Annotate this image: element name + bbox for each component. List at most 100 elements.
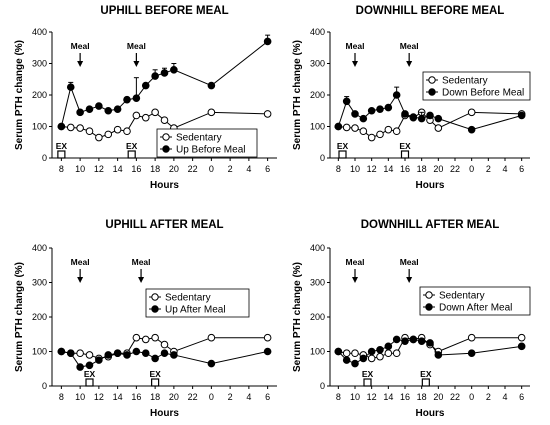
data-point: [113, 349, 122, 358]
data-point: [367, 133, 376, 142]
data-point: [76, 124, 84, 132]
data-point: [392, 91, 401, 99]
data-point: [384, 349, 393, 358]
series-exercise: [334, 335, 526, 368]
data-point: [66, 83, 75, 91]
meal-label: Meal: [127, 41, 146, 51]
ex-label: EX: [337, 141, 349, 151]
x-tick-label: 14: [113, 392, 123, 402]
x-tick-label: 14: [383, 164, 393, 174]
x-axis-label: Hours: [416, 180, 445, 191]
legend-box: [422, 71, 531, 101]
ex-marker: [151, 378, 160, 387]
meal-label: Meal: [346, 257, 365, 267]
legend-entry: Up After Meal: [165, 305, 226, 316]
data-point: [263, 347, 272, 356]
data-point: [434, 124, 443, 132]
meal-label: Meal: [400, 257, 419, 267]
data-point: [263, 37, 272, 46]
data-point: [104, 351, 113, 359]
data-point: [342, 123, 351, 132]
data-point: [392, 335, 401, 344]
data-point: [263, 333, 272, 342]
x-tick-label: 14: [113, 164, 123, 174]
chart-title: UPHILL BEFORE MEAL: [100, 5, 228, 17]
meal-arrow-head-icon: [77, 61, 84, 67]
y-tick-label: 0: [320, 153, 325, 163]
data-point: [151, 108, 159, 117]
legend-entry: Sedentary: [439, 291, 485, 302]
series-exercise: [57, 347, 272, 371]
data-point: [376, 345, 384, 354]
meal-arrow-head-icon: [406, 61, 413, 67]
data-point: [434, 351, 443, 359]
data-point: [85, 105, 94, 113]
data-point: [359, 354, 368, 363]
legend-box: [156, 128, 258, 158]
series-line: [60, 41, 268, 127]
series-exercise: [334, 86, 526, 134]
x-tick-label: 4: [502, 164, 507, 174]
chart-title: UPHILL AFTER MEAL: [105, 219, 223, 231]
data-point: [160, 340, 169, 349]
data-point: [517, 342, 526, 351]
data-point: [467, 333, 476, 342]
data-point: [141, 335, 150, 344]
data-point: [151, 354, 159, 363]
data-point: [132, 347, 141, 356]
ex-label: EX: [399, 141, 411, 151]
legend-marker: [425, 291, 433, 299]
ex-marker: [400, 150, 410, 159]
legend-entry: Sedentary: [176, 133, 222, 144]
ex-marker: [338, 150, 347, 159]
legend-box: [419, 286, 531, 316]
data-point: [123, 127, 131, 136]
data-point: [207, 359, 216, 368]
x-tick-label: 8: [59, 392, 64, 402]
data-point: [95, 356, 103, 364]
data-point: [376, 130, 384, 139]
data-point: [334, 122, 343, 131]
y-tick-label: 0: [42, 153, 47, 163]
ex-label: EX: [84, 369, 96, 379]
data-point: [342, 349, 351, 358]
x-tick-label: 8: [59, 164, 64, 174]
data-point: [409, 113, 418, 121]
ex-marker: [363, 378, 372, 387]
meal-label: Meal: [71, 41, 90, 51]
ex-marker: [127, 150, 136, 159]
x-tick-label: 8: [336, 392, 341, 402]
x-tick-label: 2: [228, 392, 233, 402]
data-point: [207, 81, 216, 90]
data-point: [359, 114, 368, 123]
x-tick-label: 16: [131, 164, 141, 174]
x-tick-label: 18: [150, 392, 160, 402]
x-tick-label: 12: [367, 164, 377, 174]
data-point: [141, 113, 150, 122]
data-point: [467, 108, 476, 117]
data-point: [104, 106, 113, 115]
data-point: [351, 110, 359, 118]
x-tick-label: 12: [94, 392, 104, 402]
data-point: [401, 337, 409, 345]
x-tick-label: 18: [150, 164, 160, 174]
data-point: [384, 103, 393, 112]
y-tick-label: 100: [32, 347, 47, 357]
legend-marker: [162, 145, 170, 153]
data-point: [132, 333, 141, 342]
data-point: [401, 110, 409, 118]
data-point: [351, 124, 359, 132]
y-tick-label: 400: [32, 243, 47, 253]
y-axis-label: Serum PTH change (%): [14, 262, 25, 372]
x-tick-label: 12: [94, 164, 104, 174]
legend-entry: Sedentary: [165, 293, 211, 304]
data-point: [367, 347, 376, 356]
ex-label: EX: [126, 141, 138, 151]
x-tick-label: 2: [486, 392, 491, 402]
data-point: [113, 105, 122, 113]
x-tick-label: 18: [417, 392, 427, 402]
